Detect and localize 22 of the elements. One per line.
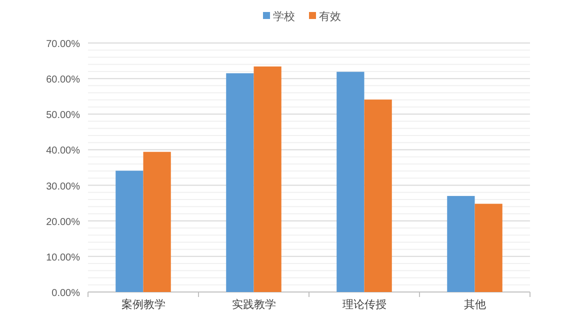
x-tick-label: 其他 — [464, 298, 486, 311]
y-tick-label: 10.00% — [46, 252, 80, 264]
y-tick-label: 30.00% — [46, 181, 80, 192]
y-tick-label: 40.00% — [46, 146, 80, 157]
bar — [254, 66, 282, 292]
bar — [447, 196, 475, 292]
x-tick-label: 理论传授 — [342, 299, 386, 311]
y-tick-label: 50.00% — [46, 110, 80, 122]
bar — [116, 170, 144, 292]
bar — [143, 152, 171, 292]
bar — [474, 204, 502, 292]
bar — [226, 73, 254, 292]
x-tick-label: 实践教学 — [232, 298, 276, 311]
y-tick-label: 60.00% — [46, 74, 80, 86]
y-tick-label: 0.00% — [52, 288, 80, 299]
bar — [336, 72, 364, 292]
legend-label: 有效 — [319, 11, 341, 23]
legend-label: 学校 — [273, 10, 295, 23]
y-tick-label: 70.00% — [46, 39, 80, 50]
y-tick-label: 20.00% — [46, 216, 80, 228]
x-tick-label: 案例教学 — [121, 298, 166, 311]
bar — [364, 100, 392, 292]
